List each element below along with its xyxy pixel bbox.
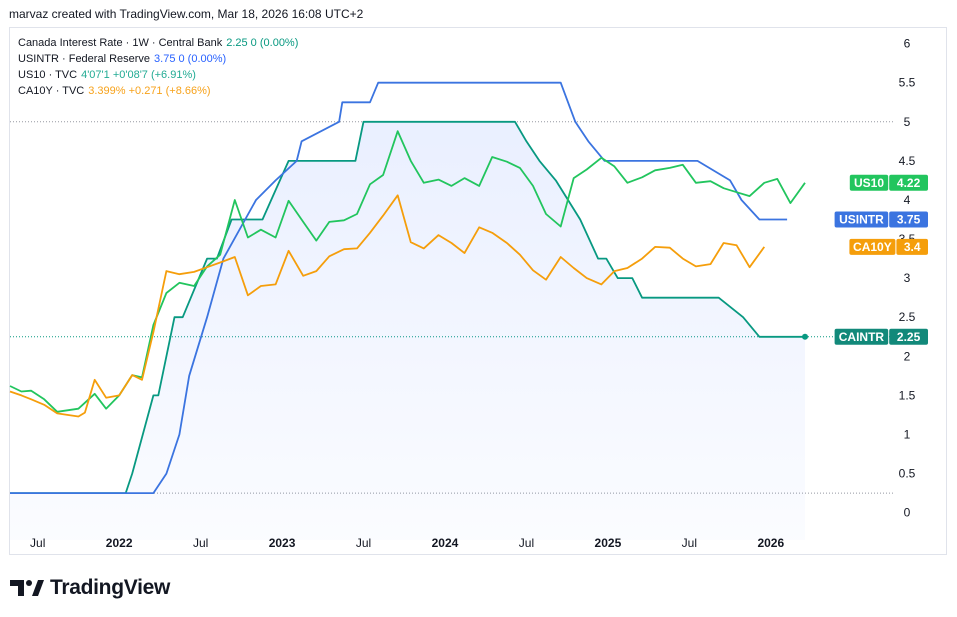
y-tick-label: 1.5 (899, 388, 916, 402)
legend-value: 2.25 0 (0.00%) (226, 37, 299, 49)
series-endpoint-caintr (802, 333, 809, 340)
legend-name: US10 · TVC (18, 69, 78, 81)
legend-name: Canada Interest Rate · 1W · Central Bank (18, 37, 223, 49)
y-tick-label: 4.5 (899, 154, 916, 168)
tradingview-wordmark: TradingView (50, 576, 171, 599)
y-tick-label: 5 (904, 115, 911, 129)
price-tag-usintr: USINTR 3.75 (834, 211, 928, 228)
y-tick-label: 0 (904, 506, 911, 520)
price-tag-label: CAINTR (839, 330, 885, 344)
area-layer (10, 121, 805, 541)
y-tick-label: 0.5 (899, 467, 916, 481)
price-tag-value-bg (889, 328, 928, 345)
x-tick-label: Jul (519, 536, 534, 550)
legend-name: CA10Y · TVC (18, 85, 85, 97)
legend-item-usintr[interactable]: USINTR · Federal Reserve 3.75 0 (0.00%) (18, 51, 298, 67)
chart-frame[interactable] (9, 27, 947, 555)
legend-value: 3.399% +0.271 (+8.66%) (88, 85, 211, 97)
legend-item-us10[interactable]: US10 · TVC 4'07'1 +0'08'7 (+6.91%) (18, 67, 298, 83)
price-tag-value-bg (889, 174, 928, 191)
price-tag-label-bg (834, 328, 889, 345)
legend-value: 4'07'1 +0'08'7 (+6.91%) (81, 69, 196, 81)
price-tag-label-bg (849, 238, 896, 255)
price-tag-value-bg (896, 238, 928, 255)
price-tag-value: 3.4 (904, 240, 921, 254)
y-tick-label: 5.5 (899, 76, 916, 90)
x-tick-label: Jul (193, 536, 208, 550)
series-area-caintr (10, 121, 805, 541)
price-tag-label: USINTR (839, 213, 884, 227)
price-tag-label-bg (849, 174, 889, 191)
x-tick-label: 2023 (269, 536, 296, 550)
price-tag-label: US10 (854, 176, 884, 190)
legend-item-ca10y[interactable]: CA10Y · TVC 3.399% +0.271 (+8.66%) (18, 83, 298, 99)
series-line-ca10y[interactable] (9, 194, 766, 418)
price-tag-us10: US10 4.22 (849, 174, 928, 191)
price-tag-value: 4.22 (897, 176, 921, 190)
x-tick-label: 2022 (106, 536, 133, 550)
x-tick-label: 2026 (757, 536, 784, 550)
x-tick-label: Jul (682, 536, 697, 550)
legend-item-cainadr[interactable]: Canada Interest Rate · 1W · Central Bank… (18, 35, 298, 51)
price-tag-label-bg (834, 211, 889, 228)
series-line-usintr[interactable] (10, 81, 788, 494)
series-line-caintr[interactable] (10, 120, 805, 494)
y-axis: 00.511.522.533.544.555.56 (899, 37, 916, 520)
y-tick-label: 2 (904, 349, 911, 363)
y-tick-label: 4 (904, 193, 911, 207)
price-tag-label: CA10Y (853, 240, 892, 254)
tradingview-logo[interactable]: TradingView (10, 576, 170, 600)
x-tick-label: Jul (356, 536, 371, 550)
price-tag-caintr: CAINTR 2.25 (834, 328, 928, 345)
price-tag-value-bg (889, 211, 928, 228)
y-tick-label: 3 (904, 271, 911, 285)
price-tag-value: 3.75 (897, 213, 921, 227)
x-axis: Jul 2022 Jul 2023 Jul 2024 Jul 2025 Jul 2026 (30, 536, 784, 550)
legend-name: USINTR · Federal Reserve (18, 53, 151, 65)
series-layer (9, 81, 809, 494)
price-tag-ca10y: CA10Y 3.4 (849, 238, 928, 255)
price-tag-value: 2.25 (897, 330, 921, 344)
y-tick-label: 6 (904, 37, 911, 51)
tradingview-logo-icon (10, 580, 44, 596)
attribution-text: marvaz created with TradingView.com, Mar… (9, 7, 364, 21)
legend-value: 3.75 0 (0.00%) (154, 53, 227, 65)
y-tick-label: 1 (904, 427, 911, 441)
series-line-us10[interactable] (9, 130, 806, 413)
x-tick-label: 2024 (432, 536, 459, 550)
y-tick-label: 2.5 (899, 310, 916, 324)
price-tags: US10 4.22 USINTR 3.75 CA10Y 3.4 CAINTR 2.25 (834, 174, 928, 345)
x-tick-label: 2025 (595, 536, 622, 550)
chart-legend: Canada Interest Rate · 1W · Central Bank… (18, 35, 298, 99)
x-tick-label: Jul (30, 536, 45, 550)
